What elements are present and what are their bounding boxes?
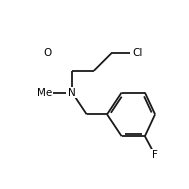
Text: Cl: Cl xyxy=(132,48,143,58)
Text: N: N xyxy=(68,88,76,98)
Text: O: O xyxy=(43,48,52,58)
Text: Me: Me xyxy=(37,88,52,98)
Text: F: F xyxy=(152,150,158,160)
